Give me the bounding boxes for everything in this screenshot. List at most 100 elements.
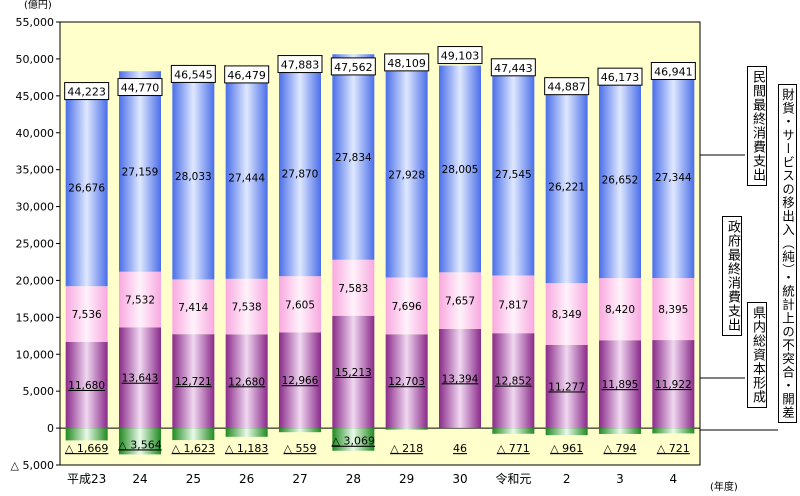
data-label: 27,834 [335,152,372,164]
data-label: 12,703 [388,376,425,388]
bar-segment-net-exports [332,428,375,451]
bar-segment-capital-formation [65,341,108,429]
bar-segment-net-exports [65,428,108,441]
data-label: 7,817 [498,299,528,311]
x-tick-label: 28 [346,472,361,486]
bar-segment-net-exports [172,428,215,441]
bar-segment-net-exports [599,428,641,434]
y-tick-label: 55,000 [16,16,55,29]
net-exports-label: △ 1,669 [65,442,108,455]
net-exports-label: △ 1,183 [225,442,268,455]
bar-segment-capital-formation [545,344,588,429]
y-tick-label: 25,000 [16,238,55,251]
bar-segment-government-consumption [385,277,428,335]
bar-segment-net-exports [385,428,428,430]
bar-segment-private-consumption [385,71,428,278]
total-label: 47,883 [281,59,320,72]
bar-segment-private-consumption [332,54,375,260]
x-tick-label: 24 [132,472,147,486]
bar-segment-government-consumption [652,278,695,341]
bar-segment-government-consumption [492,275,535,334]
x-tick-label: 平成23 [67,472,106,486]
total-label: 44,770 [121,82,160,95]
total-label: 47,443 [494,62,533,75]
y-tick-label: 5,000 [23,385,55,398]
data-label: 8,349 [552,309,582,321]
total-label-box [117,78,163,97]
data-label: 27,870 [282,168,319,180]
bar-segment-government-consumption [119,271,161,328]
y-tick-label: 35,000 [16,164,55,177]
bar-segment-private-consumption [492,72,535,276]
data-label: 27,545 [495,169,532,181]
bar-segment-capital-formation [225,334,268,429]
x-tick-label: 26 [239,472,254,486]
x-tick-label: 4 [670,472,678,486]
data-label: 12,721 [175,376,212,388]
data-label: 8,420 [605,304,635,316]
total-label-box [597,67,643,86]
data-label: 26,221 [548,181,585,193]
y-tick-label: 15,000 [16,311,55,324]
bar-segment-government-consumption [545,283,588,345]
total-label-box [64,82,110,101]
bar-segment-net-exports [545,428,588,436]
y-tick-label: 0 [47,422,54,435]
total-label-box [170,64,216,83]
data-label: 27,159 [122,166,159,178]
bar-segment-capital-formation [385,334,428,429]
total-label: 46,479 [227,69,266,82]
total-label: 46,173 [601,71,640,84]
y-tick-label: △ 5,000 [11,459,54,472]
x-tick-label: 令和元 [495,471,531,486]
total-label-box [277,55,323,74]
data-label: 7,532 [125,295,155,307]
bar-segment-net-exports [652,428,695,434]
bar-segment-net-exports [225,428,268,437]
data-label: 28,005 [442,164,479,176]
legend-government-consumption: 政府最終消費支出 [722,216,742,336]
legend-net-exports: 財貨・サービスの移出入（純）・統計上の不突合・開差 [778,84,797,424]
total-label-box [384,53,430,72]
bar-segment-government-consumption [332,259,375,316]
bar-segment-private-consumption [545,89,588,284]
net-exports-label: △ 559 [284,442,317,455]
bar-segment-net-exports [279,428,321,433]
data-label: 11,277 [548,381,585,393]
data-label: 13,394 [442,373,479,385]
x-tick-label: 25 [186,472,201,486]
y-tick-label: 45,000 [16,90,55,103]
net-exports-label: △ 3,564 [118,438,161,451]
bar-segment-government-consumption [439,272,481,329]
y-tick-label: 50,000 [16,53,55,66]
bar-segment-capital-formation [332,315,375,429]
bar-segment-private-consumption [599,81,641,279]
net-exports-label: 46 [453,442,467,455]
bar-segment-capital-formation [172,334,215,429]
bar-segment-net-exports [119,428,161,455]
net-exports-label: △ 794 [604,442,637,455]
bar-segment-government-consumption [65,286,108,342]
data-label: 11,680 [68,380,105,392]
y-tick-label: 20,000 [16,274,55,287]
total-label-box [330,57,376,76]
data-label: 12,966 [282,375,319,387]
plot-area [59,21,701,466]
legend-private-consumption: 民間最終消費支出 [747,66,767,186]
bar-segment-government-consumption [279,276,321,333]
y-tick-label: 30,000 [16,201,55,214]
y-unit-label: (億円) [24,0,52,11]
bar-segment-private-consumption [439,65,481,273]
x-unit-label: (年度) [710,482,738,493]
total-label: 47,562 [334,61,373,74]
net-exports-label: △ 218 [390,442,423,455]
bar-segment-private-consumption [172,72,215,280]
bar-segment-capital-formation [279,332,321,429]
y-tick-label: 10,000 [16,348,55,361]
net-exports-label: △ 771 [497,442,530,455]
x-tick-label: 30 [452,472,467,486]
x-tick-label: 27 [292,472,307,486]
bar-segment-private-consumption [119,71,161,272]
